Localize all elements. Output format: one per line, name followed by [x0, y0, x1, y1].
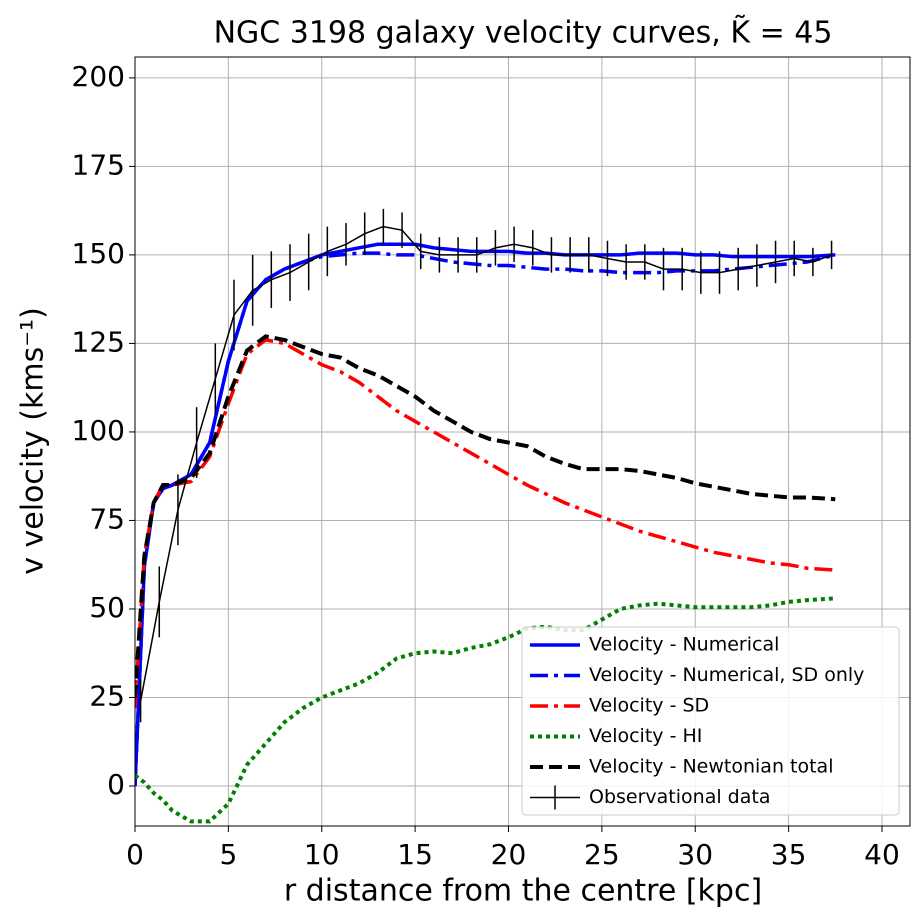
series-line	[135, 338, 836, 709]
observed-line	[139, 225, 832, 702]
x-tick-label: 0	[126, 838, 144, 871]
y-tick-label: 75	[89, 502, 125, 535]
legend-label: Velocity - Numerical, SD only	[589, 664, 864, 686]
x-tick-label: 10	[304, 838, 340, 871]
y-tick-label: 125	[72, 325, 125, 358]
y-axis-label: v velocity (kms⁻¹)	[16, 307, 51, 575]
y-tick-label: 175	[72, 148, 125, 181]
chart-title: NGC 3198 galaxy velocity curves, K̃ = 45	[214, 15, 833, 50]
series-line	[135, 596, 836, 824]
y-tick-label: 200	[72, 60, 125, 93]
x-tick-label: 35	[771, 838, 807, 871]
plot-frame	[134, 56, 911, 827]
x-tick-label: 5	[219, 838, 237, 871]
y-tick-label: 100	[72, 414, 125, 447]
y-tick-label: 25	[89, 679, 125, 712]
legend-label: Velocity - SD	[589, 695, 709, 717]
y-tick-label: 150	[72, 237, 125, 270]
x-tick-label: 40	[864, 838, 900, 871]
x-tick-label: 30	[677, 838, 713, 871]
series-line	[135, 251, 836, 787]
plot-area	[135, 208, 836, 824]
x-tick-label: 25	[584, 838, 620, 871]
x-tick-label: 20	[491, 838, 527, 871]
y-tick-label: 50	[89, 591, 125, 624]
legend-box	[521, 626, 900, 816]
legend-label: Observational data	[589, 786, 770, 808]
legend-label: Velocity - HI	[589, 725, 702, 747]
series-line	[135, 334, 836, 698]
y-tick-label: 0	[107, 768, 125, 801]
legend-label: Velocity - Numerical	[589, 634, 779, 656]
legend-label: Velocity - Newtonian total	[589, 756, 833, 778]
x-tick-label: 15	[397, 838, 433, 871]
x-axis-label: r distance from the centre [kpc]	[284, 874, 762, 909]
